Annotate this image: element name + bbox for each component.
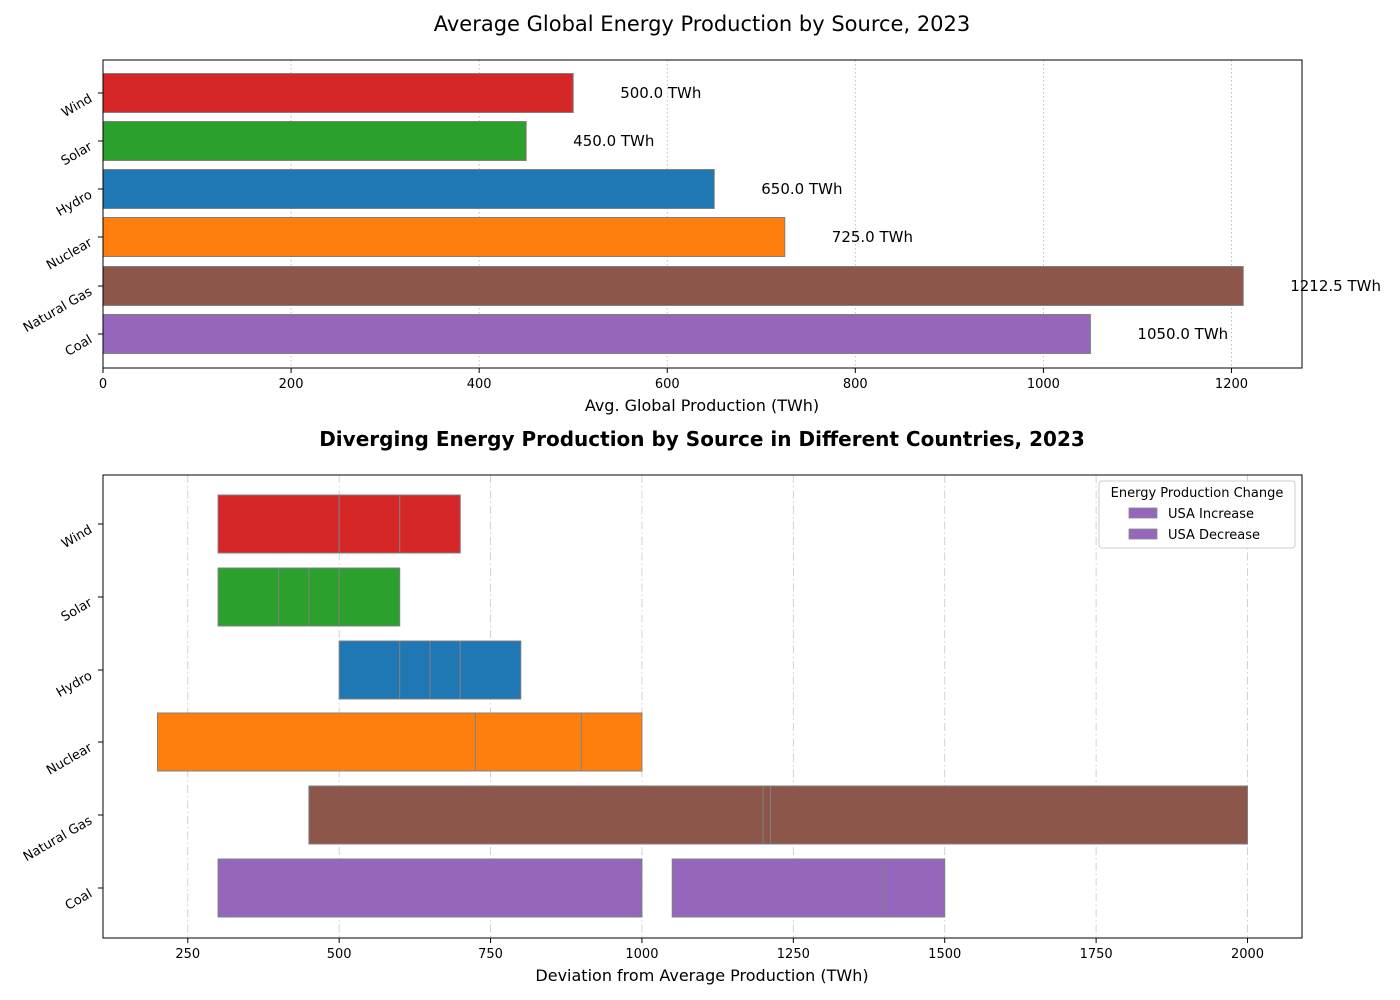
chart2-title: Diverging Energy Production by Source in… (319, 427, 1085, 451)
chart1-x-tick-label: 200 (279, 377, 304, 392)
chart1-plot-frame (102, 59, 1303, 369)
chart1-x-tick-label: 0 (99, 377, 107, 392)
chart1-x-tick-label: 800 (843, 377, 868, 392)
chart2-x-tick-label: 2000 (1231, 947, 1264, 962)
chart2-segment-natural-gas-2 (770, 785, 1248, 845)
chart1-bar-coal (102, 314, 1091, 354)
chart2-x-tick-label: 1750 (1080, 947, 1113, 962)
chart1-data-label: 1050.0 TWh (1137, 325, 1228, 343)
chart2-x-tick-label: 1000 (625, 947, 658, 962)
chart2-segment-coal-1 (671, 858, 885, 918)
chart1-bars (102, 73, 1244, 354)
chart2-segment-hydro-2 (429, 640, 461, 700)
chart1-data-labels: 500.0 TWh 450.0 TWh 650.0 TWh 725.0 TWh 1212… (573, 84, 1381, 343)
chart1-x-ticks: 0 200 400 600 800 1000 1200 (99, 368, 1248, 392)
legend-swatch-usa-increase (1128, 507, 1158, 519)
chart2-legend: Energy Production Change USA Increase US… (1098, 480, 1296, 549)
chart1-bar-solar (102, 121, 527, 161)
chart2-category-label: Solar (59, 595, 96, 625)
chart2-segment-hydro-1 (399, 640, 431, 700)
chart1-bar-wind (102, 73, 574, 113)
chart1-category-label: Wind (59, 91, 95, 120)
chart1-bar-hydro (102, 169, 715, 209)
chart2-x-tick-label: 1500 (928, 947, 961, 962)
chart2-segment-coal-2 (883, 858, 946, 918)
chart1-bar-natural-gas (102, 266, 1244, 306)
chart2-plot-frame (102, 474, 1303, 939)
chart1-category-label: Natural Gas (21, 284, 95, 336)
chart2-x-tick-label: 750 (478, 947, 503, 962)
chart2-segment-solar-1 (278, 567, 310, 627)
chart2-segment-solar-2 (308, 567, 340, 627)
chart1-x-axis-label: Avg. Global Production (TWh) (585, 396, 819, 415)
chart2-segment-wind-2 (399, 494, 461, 554)
chart2-segment-hydro-0 (338, 640, 401, 700)
chart1-data-label: 725.0 TWh (832, 228, 913, 246)
chart1-data-label: 650.0 TWh (761, 180, 842, 198)
chart1-data-label: 450.0 TWh (573, 132, 654, 150)
chart2-x-tick-label: 1250 (777, 947, 810, 962)
chart2-segment-coal-0 (217, 858, 643, 918)
legend-title: Energy Production Change (1111, 486, 1284, 501)
legend-swatch-usa-decrease (1128, 528, 1158, 540)
chart2-segment-nuclear-0 (157, 712, 522, 772)
chart2-segment-solar-0 (217, 567, 280, 627)
chart2-category-label: Coal (63, 886, 95, 913)
chart2-y-categories: Wind Solar Hydro Nuclear Natural Gas Coal (21, 522, 103, 914)
chart2-segment-natural-gas-0 (308, 785, 764, 845)
chart1-x-tick-label: 400 (467, 377, 492, 392)
chart2-segment-nuclear-1 (474, 712, 582, 772)
chart1-category-label: Coal (63, 332, 95, 359)
chart2-segment-nuclear-2 (580, 712, 643, 772)
chart2-segment-wind-0 (217, 494, 340, 554)
chart1-title: Average Global Energy Production by Sour… (434, 12, 971, 36)
chart2-category-label: Natural Gas (21, 813, 95, 865)
chart2-category-label: Hydro (54, 668, 95, 700)
chart2-x-tick-label: 250 (175, 947, 200, 962)
chart1-x-tick-label: 600 (655, 377, 680, 392)
chart1-x-tick-label: 1000 (1027, 377, 1060, 392)
chart1-category-label: Nuclear (44, 235, 95, 273)
legend-label-usa-decrease: USA Decrease (1168, 528, 1260, 543)
chart1-data-label: 1212.5 TWh (1290, 277, 1381, 295)
chart1-category-label: Solar (59, 139, 96, 169)
chart2-segment-solar-3 (338, 567, 401, 627)
chart1-x-tick-label: 1200 (1215, 377, 1248, 392)
chart1-bar-nuclear (102, 217, 786, 257)
chart2-segment-wind-1 (338, 494, 401, 554)
chart2-x-tick-label: 500 (327, 947, 352, 962)
chart2-bar-segments (157, 494, 1248, 918)
chart2-x-axis-label: Deviation from Average Production (TWh) (535, 966, 868, 985)
chart2-category-label: Nuclear (44, 740, 95, 778)
chart2-category-label: Wind (59, 522, 95, 551)
chart2-x-ticks: 250 500 750 1000 1250 1500 1750 2000 (175, 938, 1264, 962)
chart1-category-label: Hydro (54, 187, 95, 219)
chart2-segment-hydro-3 (459, 640, 522, 700)
legend-label-usa-increase: USA Increase (1168, 507, 1254, 522)
chart1-data-label: 500.0 TWh (620, 84, 701, 102)
chart2-segment-natural-gas-1 (762, 785, 772, 845)
